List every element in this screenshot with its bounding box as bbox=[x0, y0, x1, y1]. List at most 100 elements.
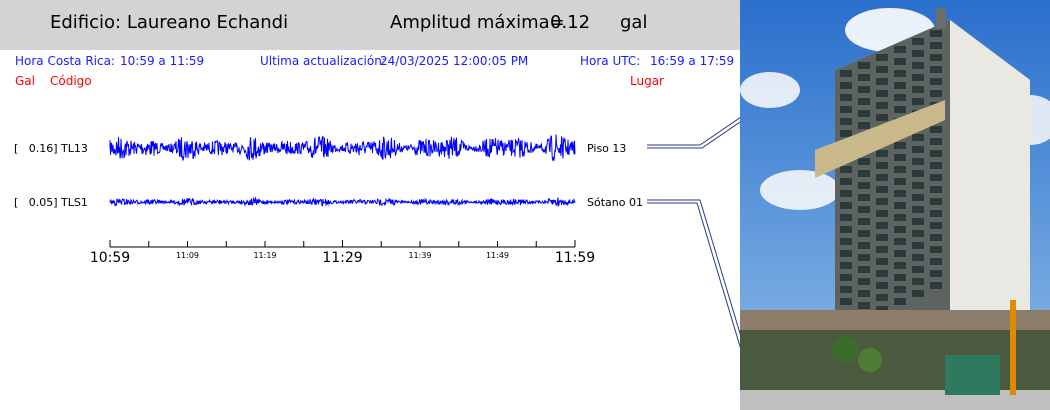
building-window bbox=[930, 150, 942, 157]
trace-channel-2 bbox=[109, 196, 576, 207]
building-window bbox=[930, 282, 942, 289]
axis-tick-label: 11:09 bbox=[176, 251, 199, 260]
channel-2-place: Sótano 01 bbox=[587, 196, 643, 209]
building-window bbox=[876, 234, 888, 241]
building-window bbox=[912, 218, 924, 225]
header-bar: Edificio: Laureano Echandi Amplitud máxi… bbox=[0, 0, 740, 50]
building-window bbox=[858, 206, 870, 213]
building-window bbox=[894, 274, 906, 281]
update-label: Ultima actualización: bbox=[260, 54, 386, 68]
building-window bbox=[876, 102, 888, 109]
building-window bbox=[858, 302, 870, 309]
building-window bbox=[858, 62, 870, 69]
building-window bbox=[894, 94, 906, 101]
connector-basement bbox=[647, 199, 740, 336]
building-window bbox=[876, 78, 888, 85]
building-window bbox=[894, 178, 906, 185]
building-window bbox=[840, 190, 852, 197]
building-window bbox=[858, 266, 870, 273]
building-window bbox=[840, 118, 852, 125]
building-window bbox=[930, 138, 942, 145]
building-window bbox=[858, 194, 870, 201]
building-window bbox=[876, 270, 888, 277]
column-code: Código bbox=[50, 74, 92, 88]
building-window bbox=[894, 142, 906, 149]
axis-tick-label: 11:59 bbox=[555, 250, 595, 266]
building-window bbox=[894, 82, 906, 89]
building-photo bbox=[740, 0, 1050, 410]
building-window bbox=[894, 262, 906, 269]
building-window bbox=[912, 290, 924, 297]
building-window bbox=[930, 174, 942, 181]
time-axis-ticks: 10:59 11:09 11:19 11:29 11:39 11:49 11:59 bbox=[90, 240, 595, 266]
building-window bbox=[912, 98, 924, 105]
building-window bbox=[858, 74, 870, 81]
building-window bbox=[930, 270, 942, 277]
building-window bbox=[876, 246, 888, 253]
connector-floor-13-b bbox=[647, 121, 740, 149]
amplitude-unit: gal bbox=[620, 12, 648, 33]
building-window bbox=[912, 230, 924, 237]
building-window bbox=[912, 278, 924, 285]
building-window bbox=[912, 170, 924, 177]
building-window bbox=[912, 254, 924, 261]
building-window bbox=[894, 238, 906, 245]
building-window bbox=[876, 150, 888, 157]
building-window bbox=[894, 190, 906, 197]
building-window bbox=[930, 246, 942, 253]
building-window bbox=[858, 110, 870, 117]
building-window bbox=[930, 42, 942, 49]
update-value: 24/03/2025 12:00:05 PM bbox=[380, 54, 529, 68]
building-window bbox=[876, 210, 888, 217]
building-window bbox=[840, 202, 852, 209]
building-window bbox=[912, 74, 924, 81]
building-window bbox=[930, 222, 942, 229]
building-window bbox=[840, 274, 852, 281]
building-window bbox=[894, 250, 906, 257]
building-window bbox=[858, 218, 870, 225]
building-window bbox=[876, 186, 888, 193]
building-window bbox=[930, 186, 942, 193]
building-window bbox=[840, 130, 852, 137]
building-window bbox=[858, 254, 870, 261]
building-window bbox=[930, 78, 942, 85]
building-title: Edificio: Laureano Echandi bbox=[50, 12, 289, 33]
building-window bbox=[858, 230, 870, 237]
building-window bbox=[876, 282, 888, 289]
building-window bbox=[894, 106, 906, 113]
building-window bbox=[930, 54, 942, 61]
building-window bbox=[876, 198, 888, 205]
building-window bbox=[912, 266, 924, 273]
building-window bbox=[894, 166, 906, 173]
building-window bbox=[912, 62, 924, 69]
building-window bbox=[930, 258, 942, 265]
building-window bbox=[840, 262, 852, 269]
axis-tick-label: 11:29 bbox=[322, 250, 362, 266]
building-window bbox=[894, 214, 906, 221]
building-window bbox=[858, 278, 870, 285]
building-window bbox=[840, 82, 852, 89]
building-window bbox=[930, 198, 942, 205]
building-window bbox=[840, 70, 852, 77]
building-window bbox=[876, 162, 888, 169]
building-window bbox=[840, 178, 852, 185]
building-window bbox=[912, 38, 924, 45]
cr-time-value: 10:59 a 11:59 bbox=[120, 54, 205, 68]
building-window bbox=[876, 114, 888, 121]
building-window bbox=[840, 214, 852, 221]
building-window bbox=[930, 90, 942, 97]
cr-time-label: Hora Costa Rica: bbox=[15, 54, 115, 68]
channel-2-amplitude: [ 0.05] TLS1 bbox=[14, 196, 88, 209]
building-window bbox=[894, 286, 906, 293]
building-window bbox=[930, 66, 942, 73]
building-window bbox=[930, 126, 942, 133]
axis-tick-label: 11:49 bbox=[486, 251, 509, 260]
building-window bbox=[912, 242, 924, 249]
building-window bbox=[876, 294, 888, 301]
building-window bbox=[840, 94, 852, 101]
connector-basement-b bbox=[647, 202, 740, 349]
building-window bbox=[912, 194, 924, 201]
building-window bbox=[930, 210, 942, 217]
building-window bbox=[912, 134, 924, 141]
column-place: Lugar bbox=[630, 74, 664, 88]
